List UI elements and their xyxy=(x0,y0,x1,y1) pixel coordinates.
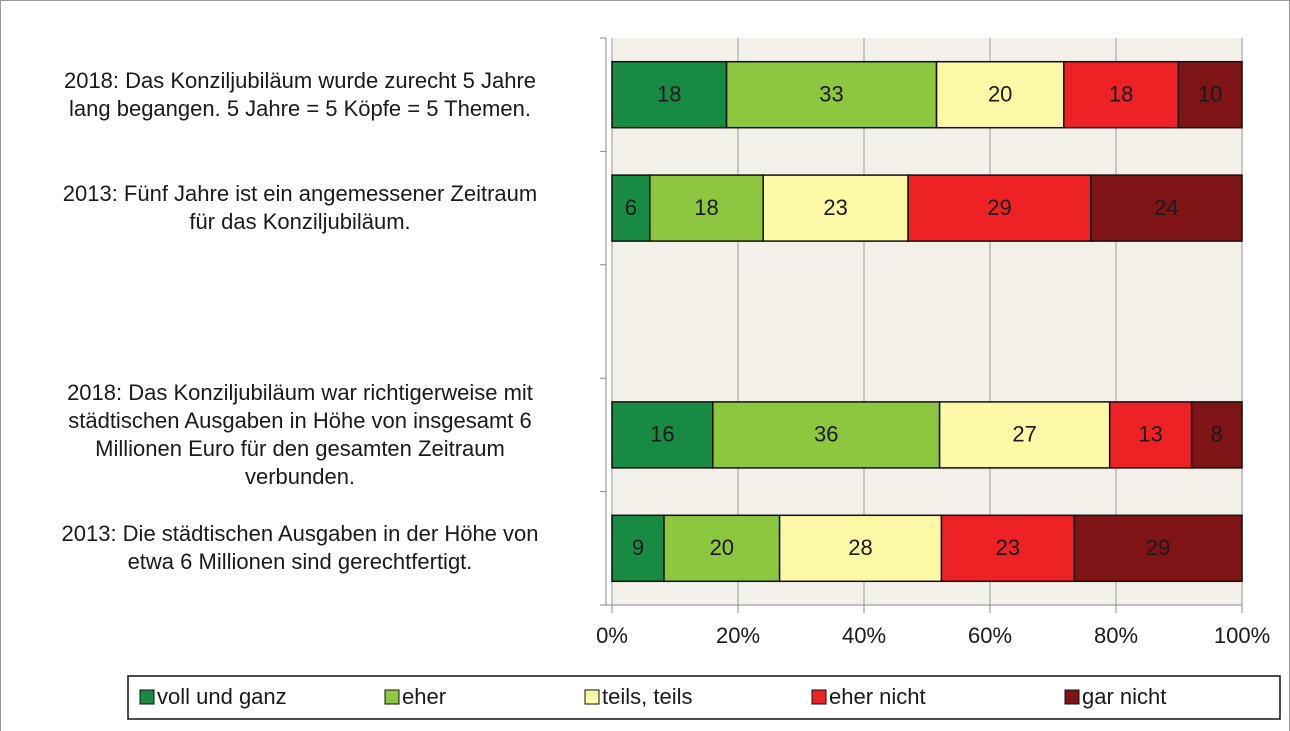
x-tick-label: 80% xyxy=(1094,623,1138,648)
legend-swatch xyxy=(384,689,400,705)
bar-segment xyxy=(611,60,728,129)
bar-segment xyxy=(663,514,781,583)
x-tick-label: 100% xyxy=(1214,623,1270,648)
data-label: 9 xyxy=(632,535,644,560)
data-label: 13 xyxy=(1138,422,1162,447)
x-tick-label: 60% xyxy=(968,623,1012,648)
bar-segment xyxy=(940,514,1076,583)
x-tick-label: 0% xyxy=(596,623,628,648)
data-label: 24 xyxy=(1154,195,1178,220)
data-label: 16 xyxy=(650,422,674,447)
data-label: 29 xyxy=(987,195,1011,220)
legend-swatch xyxy=(584,689,600,705)
data-label: 28 xyxy=(848,535,872,560)
bar-segment xyxy=(1190,401,1243,469)
data-label: 20 xyxy=(988,82,1012,107)
data-label: 8 xyxy=(1211,422,1223,447)
bar-segment xyxy=(649,174,764,242)
data-label: 27 xyxy=(1012,422,1036,447)
bar-segment xyxy=(1108,401,1193,469)
data-label: 18 xyxy=(1109,82,1133,107)
bar-segment xyxy=(1063,60,1180,129)
category-label: 2013: Die städtischen Ausgaben in der Hö… xyxy=(61,521,539,575)
legend-label: voll und ganz xyxy=(157,684,287,709)
legend-box xyxy=(127,675,1281,720)
legend-swatch xyxy=(1064,689,1080,705)
bar-segment xyxy=(712,401,941,469)
bar-segment xyxy=(1073,514,1243,583)
bar-segment xyxy=(1090,174,1243,242)
category-label: 2013: Fünf Jahre ist ein angemessener Ze… xyxy=(62,181,538,235)
x-tick-label: 20% xyxy=(716,623,760,648)
data-label: 36 xyxy=(814,422,838,447)
data-label: 18 xyxy=(657,82,681,107)
data-label: 23 xyxy=(823,195,847,220)
data-label: 29 xyxy=(1146,535,1170,560)
x-tick-label: 40% xyxy=(842,623,886,648)
data-label: 6 xyxy=(625,195,637,220)
bar-segment xyxy=(611,174,651,242)
data-label: 10 xyxy=(1198,82,1222,107)
plot-area xyxy=(612,38,1242,605)
data-label: 18 xyxy=(694,195,718,220)
data-label: 23 xyxy=(996,535,1020,560)
legend-swatch xyxy=(139,689,155,705)
data-label: 33 xyxy=(819,82,843,107)
bar-segment xyxy=(611,514,665,583)
category-label: 2018: Das Konziljubiläum wurde zurecht 5… xyxy=(63,67,537,121)
bar-segment xyxy=(938,401,1111,469)
bar-segment xyxy=(778,514,943,583)
legend-label: eher xyxy=(402,684,446,709)
legend-label: teils, teils xyxy=(602,684,692,709)
legend-label: gar nicht xyxy=(1082,684,1166,709)
legend-label: eher nicht xyxy=(829,684,926,709)
bar-segment xyxy=(611,401,714,469)
data-label: 20 xyxy=(710,535,734,560)
legend-swatch xyxy=(811,689,827,705)
bar-segment xyxy=(1177,60,1243,129)
category-label: 2018: Das Konziljubiläum war richtigerwe… xyxy=(67,379,533,489)
bar-segment xyxy=(725,60,938,129)
